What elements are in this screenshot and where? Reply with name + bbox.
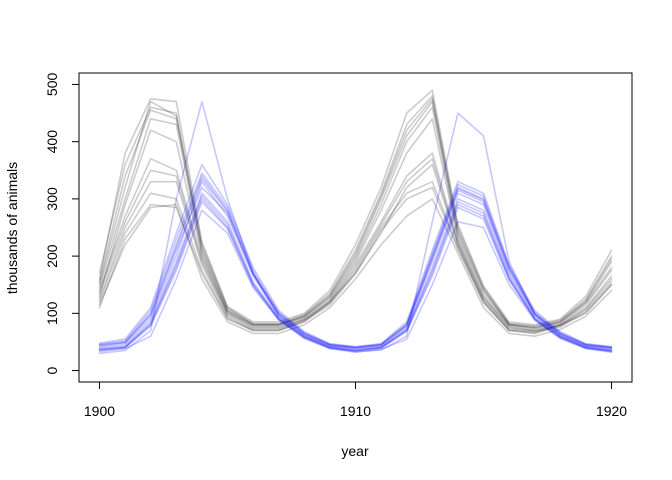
- series-line-group_b-1: [98, 175, 613, 349]
- plot-frame: [78, 72, 633, 383]
- series-line-group_b-11: [98, 178, 613, 349]
- y-tick-label: 200: [44, 244, 60, 268]
- series-line-group_a-5: [98, 152, 613, 332]
- series-line-group_b-2: [98, 198, 613, 352]
- y-tick-label: 300: [44, 187, 60, 211]
- series-layer: [98, 89, 613, 355]
- series-line-group_a-2: [98, 163, 613, 335]
- y-axis: 0 100 200 300 400 500: [44, 73, 80, 374]
- x-tick-label: 1900: [84, 403, 115, 419]
- series-line-group_b-9: [98, 172, 613, 348]
- series-line-group_a-7: [98, 89, 613, 326]
- y-tick-label: 0: [44, 366, 60, 374]
- series-line-group_a-9: [98, 106, 613, 330]
- series-line-group_a-8: [98, 198, 613, 338]
- x-tick-label: 1920: [596, 403, 627, 419]
- y-tick-label: 500: [44, 73, 60, 97]
- x-tick-label: 1910: [340, 403, 371, 419]
- y-axis-title: thousands of animals: [4, 162, 20, 294]
- series-line-group_b-12: [98, 201, 613, 352]
- series-line-group_b-7: [98, 186, 613, 350]
- series-line-group_a-12: [98, 98, 613, 328]
- y-tick-label: 400: [44, 130, 60, 154]
- series-line-group_a-3: [98, 118, 613, 331]
- series-line-group_b-3: [98, 180, 613, 350]
- x-axis: 1900 1910 1920: [84, 381, 627, 419]
- series-line-group_b-8: [98, 209, 613, 354]
- series-line-group_b-6: [98, 192, 613, 351]
- series-line-group_a-6: [98, 180, 613, 333]
- series-line-group_b-4: [98, 100, 613, 355]
- series-line-group_a-4: [98, 95, 613, 327]
- series-line-group_a-10: [98, 158, 613, 332]
- x-axis-title: year: [341, 443, 369, 459]
- series-line-group_a-11: [98, 186, 613, 334]
- y-tick-label: 100: [44, 301, 60, 325]
- series-line-group_b-10: [98, 195, 613, 352]
- series-line-group_a-1: [98, 100, 613, 329]
- series-line-group_b-5: [98, 163, 613, 348]
